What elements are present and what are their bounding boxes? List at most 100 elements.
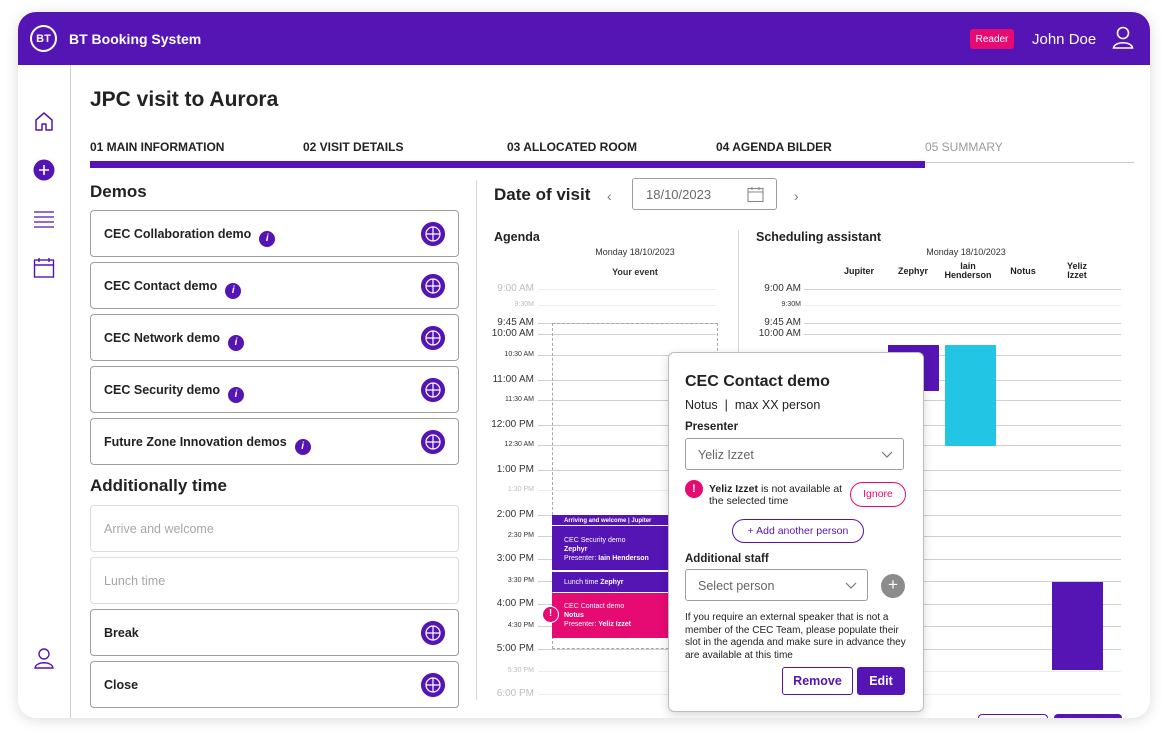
grid-line: [924, 470, 1121, 471]
grid-line: [924, 355, 1121, 356]
info-icon[interactable]: i: [225, 283, 242, 299]
calendar-icon[interactable]: [747, 186, 764, 203]
time-label: 12:30 AM: [504, 441, 534, 448]
resource-zephyr: Zephyr: [897, 266, 928, 276]
info-icon[interactable]: i: [228, 335, 244, 351]
grid-line: [538, 355, 716, 356]
staff-select[interactable]: Select person: [685, 569, 868, 601]
footer-next-button[interactable]: [1054, 714, 1122, 718]
time-label: Arrive and welcome: [104, 522, 214, 536]
presenter-label: Presenter: [685, 421, 739, 433]
step-agenda-builder[interactable]: 04 AGENDA BILDER: [716, 140, 832, 154]
grid-line: [538, 490, 668, 491]
grid-line: [924, 671, 1121, 672]
step-allocated-room[interactable]: 03 ALLOCATED ROOM: [507, 140, 638, 154]
demo-card-network[interactable]: CEC Network demo i: [90, 314, 459, 361]
grid-line: [804, 334, 1121, 335]
time-card-break[interactable]: Break: [90, 609, 459, 656]
move-icon[interactable]: [421, 621, 445, 645]
event-title: Arriving and welcome | Jupiter: [564, 518, 652, 524]
time-label: 3:00 PM: [496, 553, 534, 564]
time-label: 5:00 PM: [496, 643, 534, 654]
user-name[interactable]: John Doe: [1032, 31, 1097, 48]
calendar-icon[interactable]: [33, 257, 55, 279]
grid-line: [924, 559, 1121, 560]
grid-line: [538, 289, 716, 290]
presenter-select[interactable]: Yeliz Izzet: [685, 438, 904, 470]
prev-date-button[interactable]: ‹: [607, 188, 612, 204]
alert-icon[interactable]: !: [542, 606, 559, 623]
move-icon[interactable]: [421, 326, 445, 350]
time-label: 6:00 PM: [496, 688, 534, 699]
next-date-button[interactable]: ›: [794, 188, 799, 204]
demo-card-future-zone[interactable]: Future Zone Innovation demos i: [90, 418, 459, 465]
agenda-title: Agenda: [494, 230, 540, 244]
move-icon[interactable]: [421, 222, 445, 246]
grid-line: [924, 694, 1121, 695]
move-icon[interactable]: [421, 274, 445, 298]
grid-line: [804, 323, 1121, 324]
time-label: 4:00 PM: [496, 598, 534, 609]
grid-line: [538, 445, 668, 446]
edit-button[interactable]: Edit: [857, 667, 905, 695]
date-input[interactable]: [632, 178, 777, 210]
move-icon[interactable]: [421, 673, 445, 697]
external-speaker-note: If you require an external speaker that …: [685, 612, 906, 661]
step-visit-details[interactable]: 02 VISIT DETAILS: [303, 140, 404, 154]
step-summary[interactable]: 05 SUMMARY: [925, 140, 1003, 154]
demo-label: CEC Contact demo: [104, 279, 218, 293]
staff-placeholder: Select person: [698, 579, 775, 593]
info-icon[interactable]: i: [294, 439, 311, 455]
event-security-demo[interactable]: CEC Security demo Zephyr Presenter: Iain…: [552, 526, 668, 570]
grid-line: [538, 334, 716, 335]
page-title: JPC visit to Aurora: [90, 88, 279, 111]
move-icon[interactable]: [421, 430, 445, 454]
info-icon[interactable]: i: [259, 231, 276, 247]
user-icon[interactable]: [1112, 26, 1134, 50]
time-label: 11:30 AM: [504, 396, 534, 403]
time-label: 9:00 AM: [497, 283, 534, 294]
grid-line: [538, 694, 668, 695]
time-card-close[interactable]: Close: [90, 661, 459, 708]
resource-iain-henderson: Iain Henderson: [944, 261, 992, 280]
date-field[interactable]: [646, 187, 746, 202]
move-icon[interactable]: [421, 378, 445, 402]
event-lunch[interactable]: Lunch time Zephyr: [552, 572, 668, 592]
footer-back-button[interactable]: [978, 714, 1048, 718]
time-label: 2:30 PM: [507, 532, 534, 539]
resource-notus: Notus: [1010, 266, 1036, 276]
add-another-person-button[interactable]: + Add another person: [732, 519, 864, 543]
event-presenter-prefix: Presenter:: [564, 621, 599, 628]
home-icon[interactable]: [33, 110, 55, 132]
event-title: CEC Security demo: [564, 537, 626, 544]
progress-fill: [90, 161, 925, 168]
busy-block-yeliz-izzet: [1052, 582, 1103, 670]
demo-label: CEC Network demo: [104, 331, 220, 345]
list-icon[interactable]: [33, 209, 55, 231]
grid-line: [924, 649, 1121, 650]
scheduling-title: Scheduling assistant: [756, 230, 882, 244]
grid-line: [924, 515, 1121, 516]
grid-line: [804, 305, 1121, 306]
add-staff-button[interactable]: +: [881, 574, 905, 598]
time-label: 9:00 AM: [764, 283, 801, 294]
event-arrive-welcome[interactable]: Arriving and welcome | Jupiter: [552, 515, 668, 525]
top-bar: BT BT Booking System Reader John Doe: [18, 12, 1150, 65]
demo-card-collaboration[interactable]: CEC Collaboration demo i: [90, 210, 459, 257]
info-icon[interactable]: i: [228, 387, 245, 403]
grid-line: [538, 400, 668, 401]
popup-title: CEC Contact demo: [685, 373, 830, 390]
demo-card-security[interactable]: CEC Security demo i: [90, 366, 459, 413]
grid-line: [538, 671, 668, 672]
time-label: 2:00 PM: [496, 509, 534, 520]
popup-separator: |: [724, 398, 728, 412]
demo-card-contact[interactable]: CEC Contact demo i: [90, 262, 459, 309]
event-title: Lunch time: [564, 579, 601, 586]
ignore-button[interactable]: Ignore: [850, 482, 906, 507]
remove-button[interactable]: Remove: [782, 667, 853, 695]
profile-icon[interactable]: [33, 647, 55, 669]
add-icon[interactable]: [33, 159, 55, 181]
step-main-information[interactable]: 01 MAIN INFORMATION: [90, 140, 225, 154]
event-contact-demo[interactable]: CEC Contact demo Notus Presenter: Yeliz …: [552, 593, 674, 638]
additional-staff-label: Additional staff: [685, 553, 769, 565]
